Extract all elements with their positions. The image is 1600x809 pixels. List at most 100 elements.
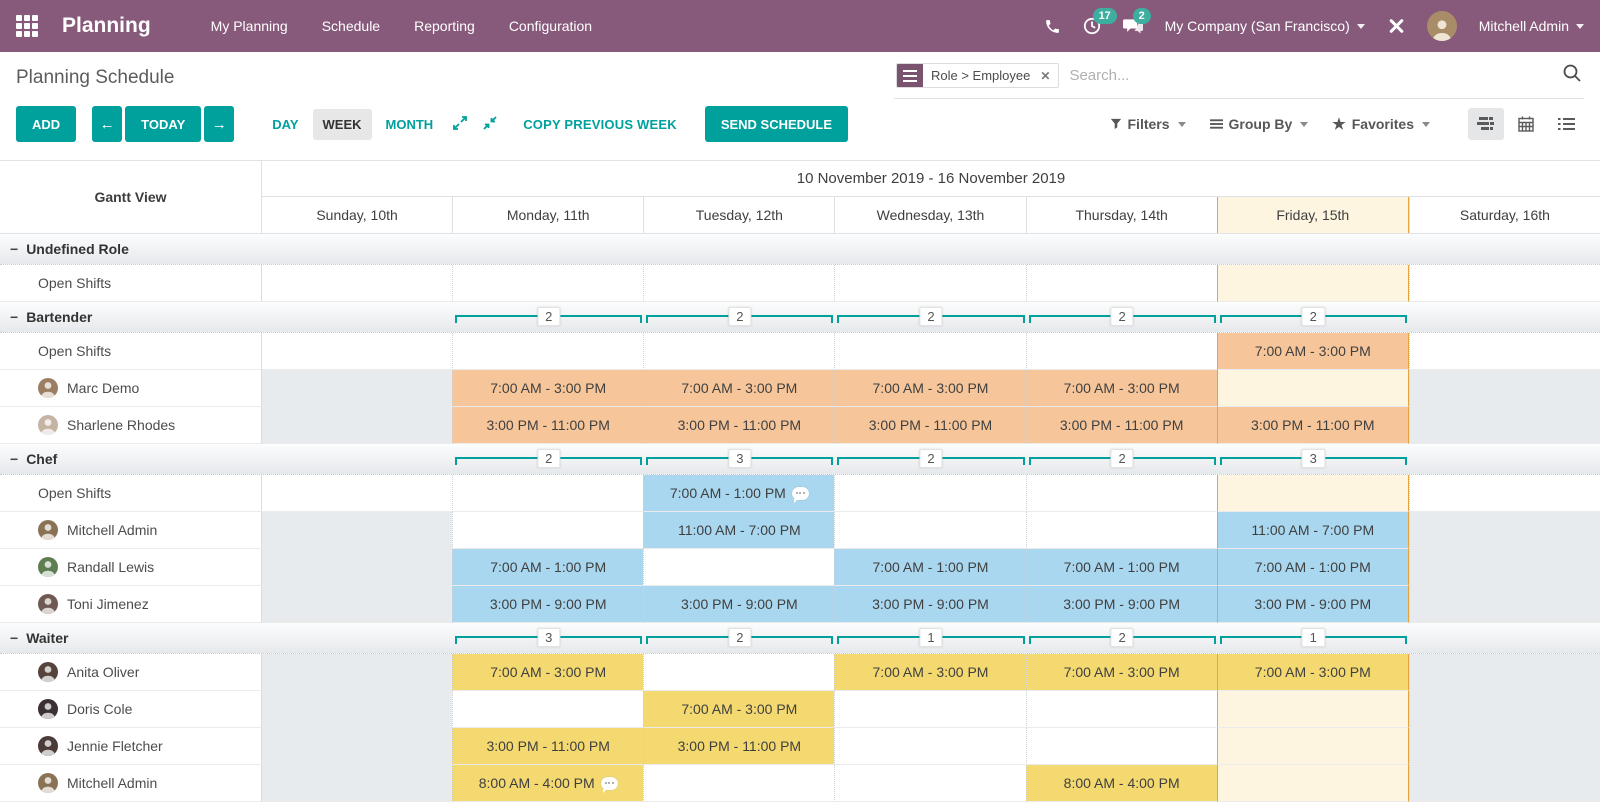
shift-block[interactable]: 3:00 PM - 9:00 PM [1216, 586, 1409, 623]
empty-slot[interactable] [1408, 370, 1600, 407]
empty-slot[interactable] [262, 691, 453, 728]
shift-block[interactable]: 7:00 AM - 3:00 PM [834, 370, 1026, 407]
shift-block[interactable]: 7:00 AM - 3:00 PM [643, 370, 835, 407]
prev-week-button[interactable]: ← [92, 106, 123, 142]
shift-block[interactable]: 3:00 PM - 11:00 PM [452, 407, 644, 444]
empty-slot[interactable] [262, 333, 453, 370]
shift-block[interactable]: 8:00 AM - 4:00 PM [1025, 765, 1217, 802]
empty-slot[interactable] [262, 586, 453, 623]
day-header-friday-15th[interactable]: Friday, 15th [1216, 197, 1409, 233]
empty-slot[interactable] [1216, 265, 1409, 302]
empty-slot[interactable] [262, 370, 453, 407]
shift-block[interactable]: 7:00 AM - 3:00 PM [643, 691, 835, 728]
collapse-group-icon[interactable]: − [10, 451, 19, 467]
empty-slot[interactable] [1408, 549, 1600, 586]
today-button[interactable]: TODAY [125, 106, 202, 142]
shift-block[interactable]: 7:00 AM - 1:00 PM [1025, 549, 1217, 586]
empty-slot[interactable] [1408, 265, 1600, 302]
activities-icon[interactable]: 17 [1083, 8, 1117, 35]
empty-slot[interactable] [643, 765, 835, 802]
list-view-button[interactable] [1548, 108, 1584, 140]
empty-slot[interactable] [452, 265, 644, 302]
gantt-view-button[interactable] [1468, 108, 1504, 140]
empty-slot[interactable] [1408, 333, 1600, 370]
add-button[interactable]: ADD [16, 106, 77, 142]
empty-slot[interactable] [643, 265, 835, 302]
app-title[interactable]: Planning [62, 14, 151, 37]
user-avatar[interactable] [1426, 11, 1457, 41]
menu-configuration[interactable]: Configuration [508, 18, 593, 34]
shift-block[interactable]: 3:00 PM - 11:00 PM [643, 407, 835, 444]
menu-my-planning[interactable]: My Planning [210, 18, 288, 34]
collapse-group-icon[interactable]: − [10, 241, 19, 257]
shift-block[interactable]: 7:00 AM - 3:00 PM [452, 370, 644, 407]
empty-slot[interactable] [262, 265, 453, 302]
empty-slot[interactable] [1408, 654, 1600, 691]
empty-slot[interactable] [1216, 691, 1409, 728]
empty-slot[interactable] [1408, 765, 1600, 802]
empty-slot[interactable] [452, 475, 644, 512]
empty-slot[interactable] [262, 765, 453, 802]
company-switcher[interactable]: My Company (San Francisco) [1165, 18, 1365, 34]
shift-block[interactable]: 7:00 AM - 1:00 PM [452, 549, 644, 586]
shift-block[interactable]: 3:00 PM - 11:00 PM [643, 728, 835, 765]
search-icon[interactable] [1562, 63, 1582, 88]
collapse-rows-icon[interactable] [477, 112, 503, 137]
copy-previous-week-button[interactable]: COPY PREVIOUS WEEK [523, 116, 677, 132]
group-row-bartender[interactable]: − Bartender 2 2 2 2 2 [0, 302, 1600, 333]
day-header-wednesday-13th[interactable]: Wednesday, 13th [834, 197, 1025, 233]
group-row-waiter[interactable]: − Waiter 3 2 1 2 1 [0, 623, 1600, 654]
empty-slot[interactable] [834, 512, 1026, 549]
empty-slot[interactable] [1408, 728, 1600, 765]
shift-block[interactable]: 11:00 AM - 7:00 PM [1216, 512, 1409, 549]
apps-grid-icon[interactable] [16, 15, 38, 37]
empty-slot[interactable] [1025, 265, 1217, 302]
empty-slot[interactable] [452, 333, 644, 370]
empty-slot[interactable] [643, 654, 835, 691]
group-row-undefined-role[interactable]: − Undefined Role [0, 234, 1600, 265]
menu-schedule[interactable]: Schedule [321, 18, 381, 34]
messages-icon[interactable]: 2 [1122, 8, 1151, 35]
shift-block[interactable]: 3:00 PM - 11:00 PM [834, 407, 1026, 444]
shift-block[interactable]: 3:00 PM - 9:00 PM [452, 586, 644, 623]
filters-dropdown[interactable]: Filters [1110, 116, 1186, 132]
empty-slot[interactable] [834, 728, 1026, 765]
empty-slot[interactable] [262, 549, 453, 586]
empty-slot[interactable] [643, 333, 835, 370]
empty-slot[interactable] [1025, 512, 1217, 549]
favorites-dropdown[interactable]: ★ Favorites [1332, 115, 1430, 133]
calendar-view-button[interactable] [1508, 108, 1544, 140]
scale-day-button[interactable]: DAY [262, 109, 308, 140]
shift-block[interactable]: 7:00 AM - 3:00 PM [1025, 370, 1217, 407]
day-header-sunday-10th[interactable]: Sunday, 10th [316, 207, 398, 223]
empty-slot[interactable] [1408, 407, 1600, 444]
empty-slot[interactable] [834, 475, 1026, 512]
facet-remove-icon[interactable]: ✕ [1038, 64, 1059, 87]
shift-block[interactable]: 7:00 AM - 3:00 PM [1025, 654, 1217, 691]
empty-slot[interactable] [834, 765, 1026, 802]
empty-slot[interactable] [1408, 586, 1600, 623]
collapse-group-icon[interactable]: − [10, 630, 19, 646]
group-row-chef[interactable]: − Chef 2 3 2 2 3 [0, 444, 1600, 475]
empty-slot[interactable] [834, 333, 1026, 370]
day-header-saturday-16th[interactable]: Saturday, 16th [1408, 197, 1600, 233]
group-by-dropdown[interactable]: Group By [1209, 116, 1309, 132]
empty-slot[interactable] [643, 549, 835, 586]
shift-block[interactable]: 7:00 AM - 1:00 PM [834, 549, 1026, 586]
empty-slot[interactable] [1216, 765, 1409, 802]
developer-tools-icon[interactable] [1387, 17, 1405, 35]
day-header-thursday-14th[interactable]: Thursday, 14th [1025, 197, 1217, 233]
shift-block[interactable]: 11:00 AM - 7:00 PM [643, 512, 835, 549]
next-week-button[interactable]: → [204, 106, 235, 142]
shift-block[interactable]: 7:00 AM - 3:00 PM [1216, 654, 1409, 691]
empty-slot[interactable] [452, 691, 644, 728]
empty-slot[interactable] [1216, 728, 1409, 765]
expand-rows-icon[interactable] [447, 112, 473, 137]
day-header-tuesday-12th[interactable]: Tuesday, 12th [643, 197, 834, 233]
search-input[interactable] [1059, 67, 1562, 84]
empty-slot[interactable] [1025, 333, 1217, 370]
empty-slot[interactable] [1216, 475, 1409, 512]
shift-block[interactable]: 7:00 AM - 1:00 PM [643, 475, 835, 512]
send-schedule-button[interactable]: SEND SCHEDULE [704, 106, 849, 142]
collapse-group-icon[interactable]: − [10, 309, 19, 325]
